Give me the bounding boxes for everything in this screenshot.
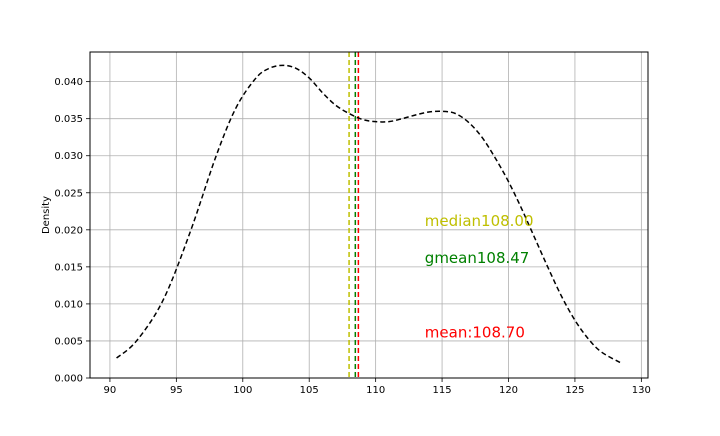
plot-frame [89, 51, 649, 379]
x-tick-label: 130 [632, 385, 651, 396]
y-tick-label: 0.000 [54, 374, 83, 385]
stat-annotation: mean:108.70 [425, 323, 525, 341]
x-tick-label: 120 [499, 385, 518, 396]
x-tick-label: 90 [104, 385, 117, 396]
series-layer [116, 64, 622, 364]
reference-lines [348, 52, 360, 378]
y-tick-label: 0.030 [54, 151, 83, 162]
y-ticks: 0.000 0.005 0.010 0.015 0.020 0.025 0.030 0.035… [54, 77, 90, 385]
y-tick-label: 0.015 [54, 262, 83, 273]
x-tick-label: 105 [300, 385, 319, 396]
stat-annotation: gmean108.47 [425, 249, 530, 267]
y-tick-label: 0.035 [54, 114, 83, 125]
stat-annotation: median108.00 [425, 212, 534, 230]
y-tick-label: 0.040 [54, 77, 83, 88]
grid [90, 52, 648, 379]
y-axis-label: Density [41, 196, 52, 234]
x-tick-label: 95 [170, 385, 183, 396]
x-ticks: 90 95 100 105 110 115 120 125 130 [104, 378, 651, 396]
y-tick-label: 0.005 [54, 336, 83, 347]
x-tick-label: 100 [233, 385, 252, 396]
y-tick-label: 0.010 [54, 299, 83, 310]
x-tick-label: 110 [366, 385, 385, 396]
y-tick-label: 0.025 [54, 188, 83, 199]
annotations: median108.00 gmean108.47 mean:108.70 [425, 212, 534, 341]
density-curve [116, 64, 622, 364]
y-tick-label: 0.020 [54, 225, 83, 236]
x-tick-label: 125 [565, 385, 584, 396]
x-tick-label: 115 [433, 385, 452, 396]
